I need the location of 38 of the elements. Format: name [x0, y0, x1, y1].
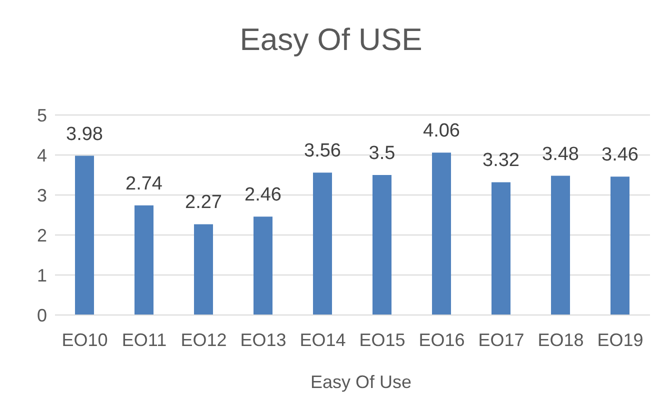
- y-tick-label: 2: [36, 225, 47, 246]
- data-label: 3.98: [66, 124, 103, 145]
- data-label: 3.32: [482, 150, 520, 172]
- data-label: 2.74: [126, 173, 163, 194]
- bar: [313, 172, 332, 315]
- x-tick-label: EO14: [300, 330, 346, 350]
- bar: [372, 175, 392, 315]
- data-label: 2.27: [185, 192, 222, 214]
- y-tick-label: 1: [36, 265, 47, 286]
- y-tick-label: 3: [36, 185, 47, 206]
- x-tick-label: EO15: [359, 330, 406, 350]
- bar: [551, 176, 570, 315]
- x-tick-label: EO10: [62, 330, 108, 350]
- x-tick-label: EO11: [122, 330, 167, 350]
- x-tick-label: EO17: [478, 330, 524, 350]
- data-label: 2.46: [244, 184, 282, 206]
- data-label: 3.48: [542, 144, 579, 165]
- x-tick-label: EO18: [538, 330, 584, 350]
- bar: [254, 216, 272, 315]
- bar: [75, 156, 94, 315]
- bar: [134, 205, 154, 315]
- x-tick-label: EO19: [597, 330, 644, 350]
- bar: [432, 152, 451, 315]
- data-label: 3.56: [304, 140, 341, 162]
- data-label: 3.46: [602, 144, 638, 166]
- y-tick-label: 4: [36, 145, 47, 166]
- data-label: 3.5: [368, 143, 396, 164]
- y-tick-label: 5: [36, 105, 47, 126]
- bar: [194, 224, 213, 315]
- data-label: 4.06: [423, 120, 460, 142]
- x-axis-title: Easy Of Use: [309, 372, 413, 393]
- bar: [610, 176, 630, 315]
- x-tick-label: EO16: [418, 330, 465, 350]
- chart-title: Easy Of USE: [238, 22, 424, 58]
- x-tick-label: EO13: [240, 330, 286, 350]
- x-tick-label: EO12: [180, 330, 227, 350]
- bar: [492, 182, 510, 315]
- y-tick-label: 0: [36, 305, 47, 326]
